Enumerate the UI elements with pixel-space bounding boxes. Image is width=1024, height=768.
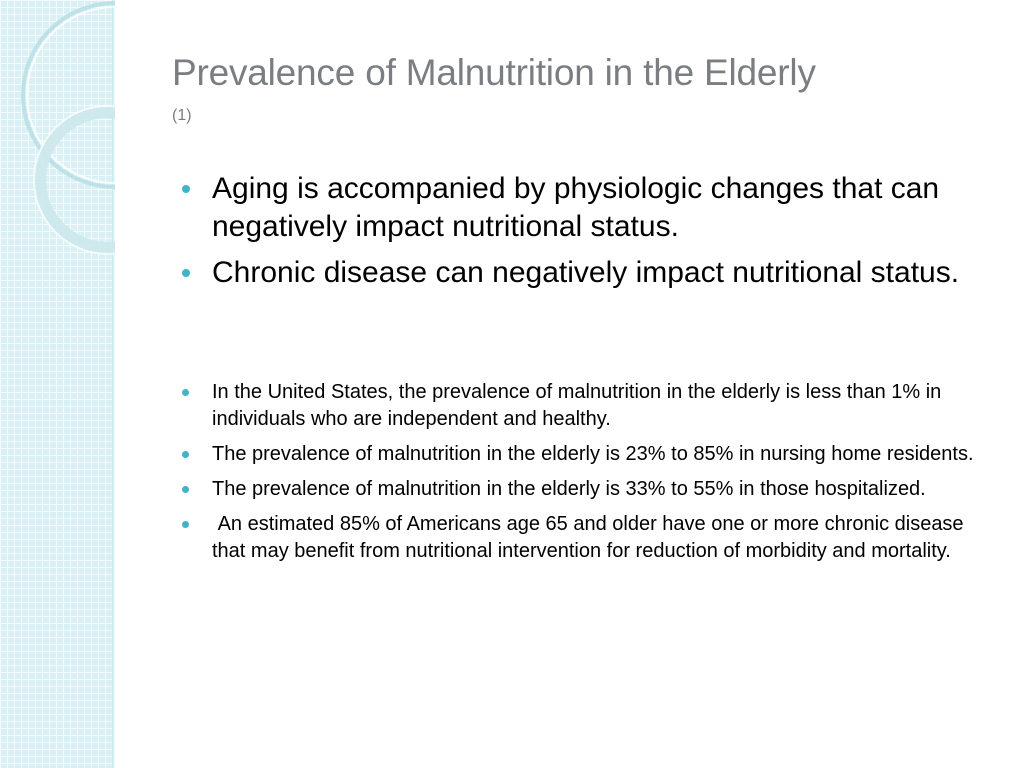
- detail-bullet: The prevalence of malnutrition in the el…: [182, 441, 992, 468]
- detail-bullet-text: The prevalence of malnutrition in the el…: [212, 443, 974, 465]
- detail-bullet-text: In the United States, the prevalence of …: [212, 381, 947, 430]
- main-bullet-list: Aging is accompanied by physiologic chan…: [182, 170, 982, 300]
- bullet-dot-icon: [182, 521, 189, 528]
- detail-bullet-text: The prevalence of malnutrition in the el…: [212, 478, 926, 500]
- side-panel-edge: [112, 0, 115, 768]
- main-bullet: Chronic disease can negatively impact nu…: [182, 254, 982, 292]
- bullet-dot-icon: [182, 269, 190, 277]
- bullet-dot-icon: [182, 486, 189, 493]
- detail-bullet: In the United States, the prevalence of …: [182, 379, 992, 433]
- slide-subtitle: (1): [172, 107, 192, 124]
- detail-bullet-text: An estimated 85% of Americans age 65 and…: [212, 513, 970, 562]
- detail-bullet-list: In the United States, the prevalence of …: [182, 379, 992, 573]
- main-bullet: Aging is accompanied by physiologic chan…: [182, 170, 982, 246]
- bullet-dot-icon: [182, 451, 189, 458]
- detail-bullet: An estimated 85% of Americans age 65 and…: [182, 511, 992, 565]
- decorative-rings: [21, 1, 115, 255]
- main-bullet-text: Aging is accompanied by physiologic chan…: [212, 172, 940, 243]
- bullet-dot-icon: [182, 389, 189, 396]
- main-bullet-text: Chronic disease can negatively impact nu…: [212, 256, 960, 289]
- detail-bullet: The prevalence of malnutrition in the el…: [182, 476, 992, 503]
- slide-title: Prevalence of Malnutrition in the Elderl…: [172, 52, 816, 93]
- bullet-dot-icon: [182, 185, 190, 193]
